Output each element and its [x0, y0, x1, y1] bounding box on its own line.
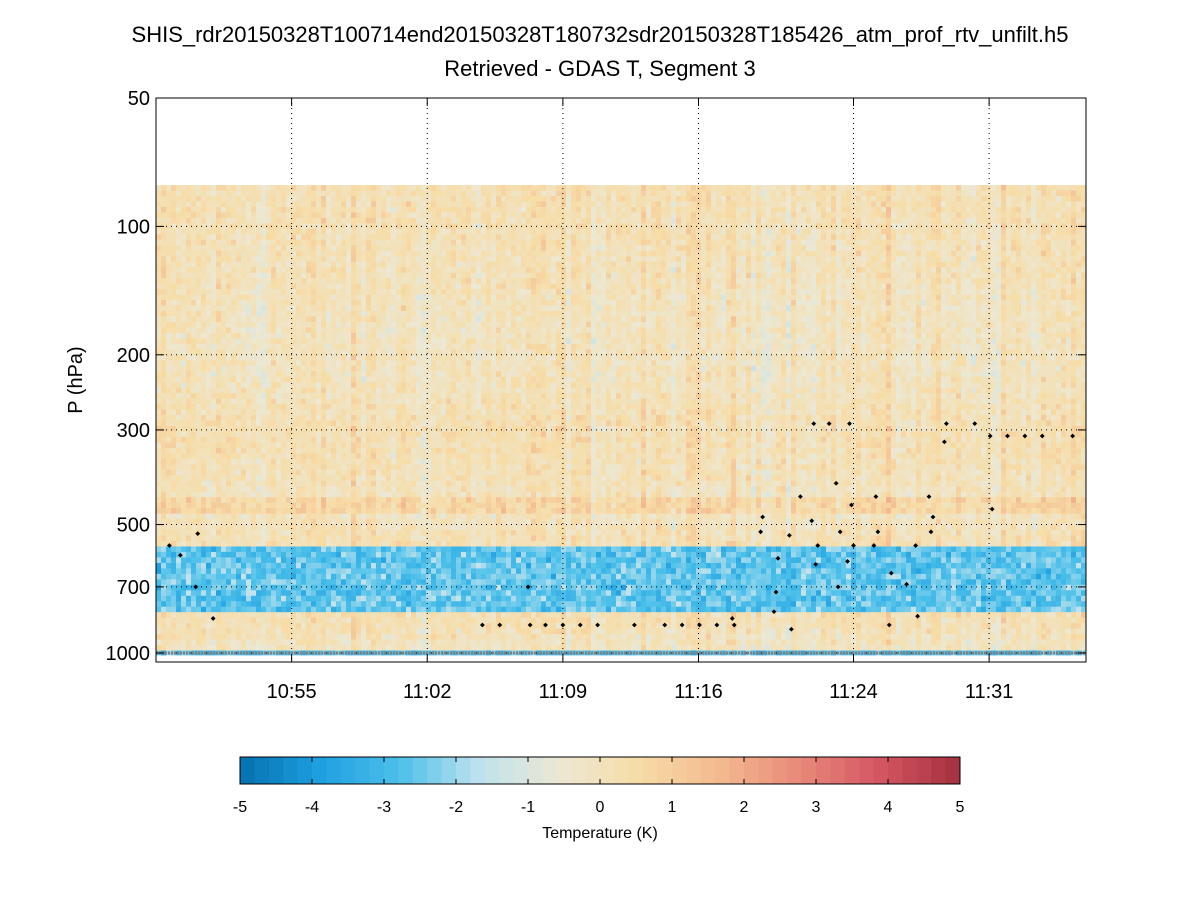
cloud-top-marker	[631, 622, 637, 628]
cloud-top-marker	[714, 622, 720, 628]
cloud-top-marker	[915, 613, 921, 619]
cloud-top-marker	[972, 421, 978, 427]
cloud-top-marker	[560, 622, 566, 628]
cloud-top-marker	[871, 543, 877, 548]
cloud-top-marker	[771, 609, 777, 615]
cloud-top-marker	[837, 529, 843, 535]
y-axis-label: P (hPa)	[65, 346, 87, 413]
cloud-top-marker	[177, 552, 183, 558]
cloud-top-marker	[813, 562, 819, 567]
cloud-top-marker	[989, 506, 995, 512]
cloud-top-marker	[1088, 434, 1093, 439]
colorbar-label: Temperature (K)	[542, 825, 658, 842]
cloud-top-marker	[543, 622, 548, 628]
cloud-top-marker	[166, 543, 172, 548]
y-tick-label: 200	[117, 345, 150, 367]
cloud-top-marker	[697, 622, 702, 628]
cloud-top-marker	[527, 622, 533, 628]
cloud-top-marker	[758, 529, 764, 535]
cloud-top-marker	[662, 622, 668, 628]
cloud-top-marker	[851, 543, 856, 548]
cloud-top-marker	[904, 581, 910, 587]
cloud-top-marker	[930, 514, 936, 520]
colorbar-tick-label: 4	[884, 799, 893, 816]
cloud-top-marker	[775, 555, 781, 561]
x-tick-label: 11:02	[403, 681, 452, 703]
x-tick-label: 10:55	[267, 681, 317, 703]
cloud-top-marker	[875, 529, 881, 535]
cloud-top-marker	[987, 433, 993, 439]
cloud-top-marker	[797, 494, 803, 500]
y-axis: 50 100 200 300 500 700 1000	[106, 88, 1086, 665]
cloud-top-marker	[679, 622, 685, 628]
cloud-top-marker	[811, 421, 817, 427]
colorbar-tick-label: 2	[740, 799, 749, 816]
cloud-top-marker	[1070, 433, 1076, 439]
cloud-top-marker	[760, 514, 766, 520]
cloud-top-marker	[815, 543, 821, 548]
colorbar-tick-label: -4	[305, 799, 319, 816]
y-tick-label: 50	[128, 88, 150, 110]
cloud-top-marker	[826, 421, 832, 427]
cloud-top-marker	[849, 502, 854, 508]
cloud-top-marker	[845, 558, 850, 564]
colorbar-tick-label: 3	[812, 799, 821, 816]
cloud-top-markers	[156, 421, 1093, 655]
cloud-top-marker	[193, 584, 199, 590]
cloud-top-marker	[913, 543, 919, 548]
x-tick-label: 11:16	[674, 681, 723, 703]
cloud-top-marker	[788, 626, 794, 632]
colorbar-tick-label: -3	[377, 799, 391, 816]
cloud-top-marker	[729, 616, 735, 621]
cloud-top-marker	[731, 622, 737, 628]
colorbar: -5 -4 -3 -2 -1 0 1 2 3 4 5	[233, 756, 965, 816]
cloud-top-marker	[525, 584, 531, 590]
chart-title: SHIS_rdr20150328T100714end20150328T18073…	[131, 22, 1069, 47]
cloud-top-marker	[928, 529, 934, 535]
colorbar-tick-label: -2	[449, 799, 463, 816]
cloud-top-marker	[497, 622, 503, 628]
y-tick-label: 100	[117, 216, 150, 238]
cloud-top-marker	[833, 480, 839, 486]
cloud-top-marker	[1039, 433, 1045, 439]
plot-frame	[155, 97, 1087, 663]
cloud-top-marker	[926, 494, 932, 500]
chart-subtitle: Retrieved - GDAS T, Segment 3	[444, 56, 756, 81]
cloud-top-marker	[195, 531, 201, 536]
colorbar-tick-label: 1	[668, 799, 677, 816]
cloud-top-marker	[773, 589, 779, 595]
colorbar-tick-label: -5	[233, 799, 247, 816]
y-tick-label: 1000	[106, 643, 151, 665]
cloud-top-marker	[479, 622, 485, 628]
colorbar-tick-label: 0	[596, 799, 605, 816]
cloud-top-marker	[595, 622, 601, 628]
cloud-top-marker	[886, 622, 892, 628]
x-tick-label: 11:31	[965, 681, 1014, 703]
cloud-top-marker	[943, 421, 949, 427]
y-tick-label: 300	[117, 420, 150, 442]
y-tick-label: 700	[117, 577, 150, 599]
cloud-top-marker	[577, 622, 583, 628]
cloud-top-marker	[835, 584, 841, 590]
cloud-top-marker	[1022, 433, 1028, 439]
heatmap-cells	[156, 185, 1086, 656]
x-axis: 10:55 11:02 11:09 11:16 11:24 11:31	[267, 98, 1014, 703]
x-tick-label: 11:09	[539, 681, 588, 703]
cloud-top-marker	[1005, 433, 1010, 439]
cloud-top-marker	[873, 494, 879, 500]
cloud-top-marker	[210, 616, 216, 621]
cloud-top-marker	[941, 439, 947, 445]
cloud-top-marker	[786, 532, 792, 538]
y-tick-label: 500	[117, 515, 150, 537]
colorbar-tick-label: -1	[521, 799, 535, 816]
cloud-top-marker	[847, 421, 852, 427]
x-tick-label: 11:24	[829, 681, 878, 703]
cloud-top-marker	[888, 570, 894, 576]
cloud-top-marker	[809, 518, 815, 524]
colorbar-tick-label: 5	[956, 799, 965, 816]
